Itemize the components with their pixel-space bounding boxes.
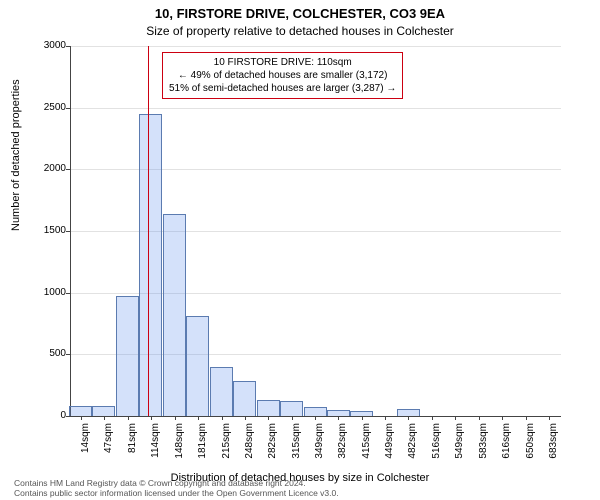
grid-line — [71, 108, 561, 109]
x-tick-mark — [362, 416, 363, 420]
x-tick-mark — [175, 416, 176, 420]
plot-area: 10 FIRSTORE DRIVE: 110sqm ← 49% of detac… — [70, 46, 561, 417]
grid-line — [71, 46, 561, 47]
x-tick-label: 349sqm — [314, 423, 325, 463]
x-tick-label: 315sqm — [291, 423, 302, 463]
histogram-bar — [397, 409, 420, 416]
x-tick-mark — [268, 416, 269, 420]
histogram-bar — [280, 401, 303, 416]
page-subtitle: Size of property relative to detached ho… — [0, 24, 600, 38]
x-tick-mark — [502, 416, 503, 420]
x-tick-mark — [455, 416, 456, 420]
histogram-bar — [210, 367, 233, 416]
x-tick-mark — [479, 416, 480, 420]
x-tick-mark — [245, 416, 246, 420]
x-tick-label: 81sqm — [127, 423, 138, 463]
y-tick-label: 3000 — [40, 40, 66, 51]
y-tick-mark — [66, 169, 70, 170]
y-tick-label: 0 — [40, 410, 66, 421]
x-tick-mark — [526, 416, 527, 420]
x-tick-label: 114sqm — [150, 423, 161, 463]
y-tick-label: 2000 — [40, 163, 66, 174]
x-tick-label: 282sqm — [267, 423, 278, 463]
x-tick-label: 616sqm — [501, 423, 512, 463]
x-tick-label: 47sqm — [103, 423, 114, 463]
y-tick-label: 1500 — [40, 225, 66, 236]
y-tick-mark — [66, 354, 70, 355]
x-tick-label: 415sqm — [361, 423, 372, 463]
x-tick-mark — [128, 416, 129, 420]
annotation-line1: 10 FIRSTORE DRIVE: 110sqm — [169, 56, 396, 69]
x-tick-label: 583sqm — [478, 423, 489, 463]
x-tick-mark — [408, 416, 409, 420]
histogram-bar — [233, 381, 256, 416]
histogram-bar — [139, 114, 162, 416]
page-title: 10, FIRSTORE DRIVE, COLCHESTER, CO3 9EA — [0, 6, 600, 21]
x-tick-label: 181sqm — [197, 423, 208, 463]
attribution-line2: Contains public sector information licen… — [14, 489, 339, 499]
x-tick-label: 516sqm — [431, 423, 442, 463]
y-axis-label: Number of detached properties — [10, 79, 22, 231]
y-tick-label: 1000 — [40, 287, 66, 298]
y-tick-label: 2500 — [40, 102, 66, 113]
x-tick-label: 650sqm — [525, 423, 536, 463]
y-tick-mark — [66, 46, 70, 47]
chart-page: 10, FIRSTORE DRIVE, COLCHESTER, CO3 9EA … — [0, 0, 600, 500]
annotation-box: 10 FIRSTORE DRIVE: 110sqm ← 49% of detac… — [162, 52, 403, 99]
x-tick-label: 449sqm — [384, 423, 395, 463]
x-tick-label: 382sqm — [337, 423, 348, 463]
y-tick-mark — [66, 231, 70, 232]
histogram-bar — [163, 214, 186, 416]
histogram-bar — [304, 407, 327, 416]
x-tick-label: 215sqm — [221, 423, 232, 463]
x-tick-mark — [151, 416, 152, 420]
annotation-line3: 51% of semi-detached houses are larger (… — [169, 82, 396, 95]
x-tick-mark — [222, 416, 223, 420]
x-tick-label: 14sqm — [80, 423, 91, 463]
x-tick-mark — [549, 416, 550, 420]
reference-line — [148, 46, 149, 416]
histogram-bar — [92, 406, 115, 416]
x-tick-label: 683sqm — [548, 423, 559, 463]
x-tick-mark — [198, 416, 199, 420]
y-tick-mark — [66, 293, 70, 294]
histogram-bar — [186, 316, 209, 416]
x-tick-mark — [385, 416, 386, 420]
histogram-bar — [257, 400, 280, 416]
x-tick-mark — [315, 416, 316, 420]
x-tick-mark — [104, 416, 105, 420]
histogram-bar — [116, 296, 139, 416]
annotation-line2: ← 49% of detached houses are smaller (3,… — [169, 69, 396, 82]
attribution: Contains HM Land Registry data © Crown c… — [14, 479, 339, 499]
x-tick-mark — [338, 416, 339, 420]
y-tick-mark — [66, 416, 70, 417]
x-tick-mark — [432, 416, 433, 420]
x-tick-label: 248sqm — [244, 423, 255, 463]
y-tick-label: 500 — [40, 348, 66, 359]
x-tick-mark — [81, 416, 82, 420]
x-tick-mark — [292, 416, 293, 420]
x-tick-label: 482sqm — [407, 423, 418, 463]
y-tick-mark — [66, 108, 70, 109]
histogram-bar — [69, 406, 92, 416]
x-tick-label: 549sqm — [454, 423, 465, 463]
x-tick-label: 148sqm — [174, 423, 185, 463]
